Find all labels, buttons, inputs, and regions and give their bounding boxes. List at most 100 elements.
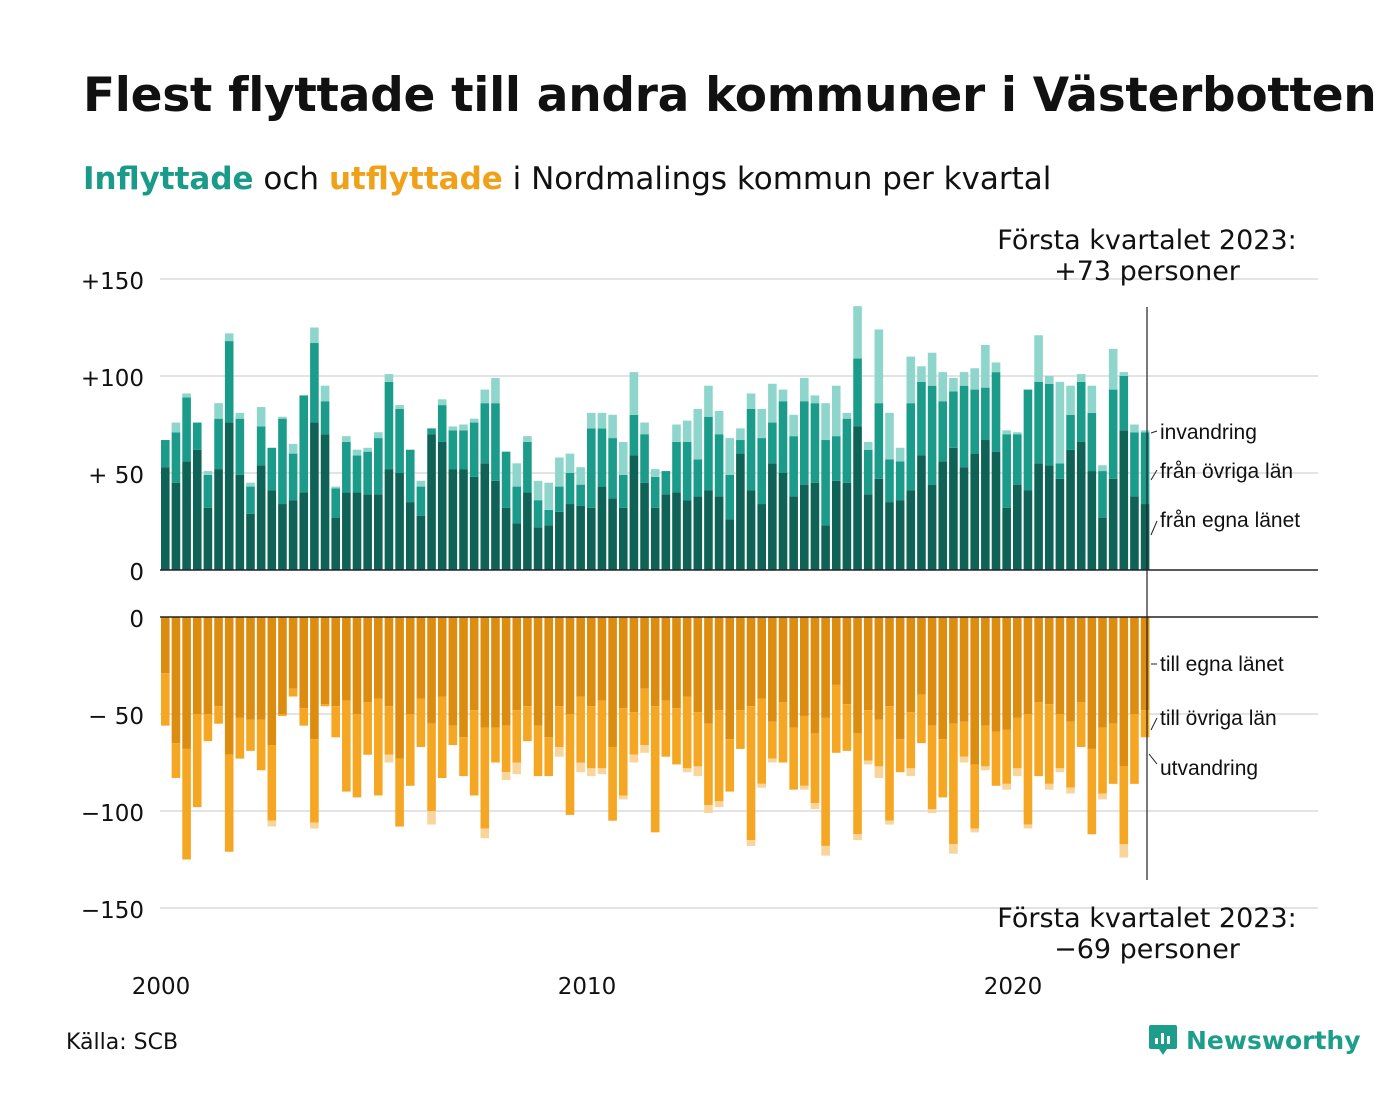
bar-in-fran-egna-lanet: [1055, 478, 1065, 570]
bar-out-till-ovriga-lan: [501, 725, 511, 773]
bar-in-fran-ovriga-lan: [1034, 381, 1043, 464]
bar-out-till-egna-lanet: [1119, 617, 1129, 767]
bar-out-till-egna-lanet: [299, 617, 309, 709]
bar-out-utvandring: [885, 820, 894, 825]
bar-out-till-ovriga-lan: [342, 700, 351, 792]
bar-in-fran-ovriga-lan: [587, 428, 596, 508]
bar-out-till-egna-lanet: [491, 617, 500, 728]
bar-in-fran-ovriga-lan: [161, 440, 170, 468]
bar-out-utvandring: [906, 768, 916, 777]
bar-out-till-ovriga-lan: [938, 739, 948, 798]
bar-in-invandring: [895, 447, 905, 462]
axis-layer: +150 +100 + 50 0 0 − 50 −100 −150 2000 2…: [81, 269, 1042, 1000]
bar-out-till-ovriga-lan: [640, 688, 649, 746]
bar-in-fran-ovriga-lan: [224, 341, 234, 423]
bar-out-till-ovriga-lan: [448, 725, 458, 746]
bottom-y-tick-100: −100: [81, 801, 144, 827]
bar-out-till-egna-lanet: [768, 617, 777, 722]
bar-out-till-egna-lanet: [949, 617, 958, 724]
bar-out-till-ovriga-lan: [331, 706, 340, 738]
bar-out-utvandring: [597, 768, 607, 775]
bar-out-till-ovriga-lan: [1066, 721, 1075, 788]
bar-in-fran-ovriga-lan: [874, 403, 884, 479]
bar-out-till-egna-lanet: [1055, 617, 1065, 714]
bar-in-invandring: [650, 469, 660, 477]
bar-out-till-ovriga-lan: [267, 745, 277, 821]
bar-out-till-egna-lanet: [863, 617, 873, 711]
bar-in-fran-ovriga-lan: [682, 441, 692, 501]
bar-in-fran-egna-lanet: [320, 434, 330, 570]
bar-out-till-ovriga-lan: [863, 710, 873, 761]
bar-in-invandring: [235, 412, 245, 419]
bar-in-fran-egna-lanet: [608, 498, 617, 570]
bar-out-till-egna-lanet: [746, 617, 756, 707]
bar-out-till-ovriga-lan: [650, 706, 660, 833]
bar-in-fran-ovriga-lan: [459, 430, 468, 470]
bar-in-fran-ovriga-lan: [650, 476, 660, 508]
bar-in-fran-egna-lanet: [949, 447, 958, 570]
bar-in-invandring: [1013, 432, 1022, 435]
bar-in-fran-ovriga-lan: [171, 432, 181, 483]
bar-in-fran-egna-lanet: [650, 507, 660, 570]
bar-in-fran-egna-lanet: [789, 496, 798, 570]
bar-out-till-ovriga-lan: [682, 696, 692, 769]
bar-out-utvandring: [1013, 768, 1022, 777]
bar-out-till-ovriga-lan: [927, 725, 937, 810]
bar-out-till-ovriga-lan: [288, 688, 298, 697]
bar-in-fran-ovriga-lan: [576, 484, 585, 506]
bar-out-till-egna-lanet: [789, 617, 798, 728]
bar-out-utvandring: [480, 828, 490, 839]
bar-out-till-ovriga-lan: [1013, 717, 1022, 769]
bar-in-fran-egna-lanet: [714, 496, 724, 570]
bar-out-till-ovriga-lan: [192, 714, 202, 808]
bar-in-fran-ovriga-lan: [331, 488, 340, 518]
bar-out-till-egna-lanet: [374, 617, 383, 699]
bar-out-till-ovriga-lan: [757, 698, 766, 784]
bar-in-fran-ovriga-lan: [448, 430, 458, 470]
bar-out-till-egna-lanet: [693, 617, 703, 713]
bar-in-fran-ovriga-lan: [480, 403, 490, 464]
bar-in-fran-egna-lanet: [395, 473, 404, 570]
bar-out-till-ovriga-lan: [256, 719, 266, 771]
bar-in-invandring: [757, 408, 766, 439]
bar-in-invandring: [885, 412, 894, 460]
bar-in-fran-ovriga-lan: [991, 372, 1001, 452]
bar-in-fran-egna-lanet: [1034, 463, 1043, 570]
bar-in-fran-egna-lanet: [1002, 507, 1011, 570]
bar-in-fran-egna-lanet: [768, 463, 777, 570]
bar-out-till-ovriga-lan: [161, 673, 170, 726]
bar-in-fran-egna-lanet: [831, 480, 841, 570]
bar-out-utvandring: [384, 754, 394, 763]
bar-in-invandring: [1066, 385, 1075, 415]
chart-title: Flest flyttade till andra kommuner i Väs…: [83, 68, 1377, 123]
bar-out-till-egna-lanet: [704, 617, 713, 724]
bar-in-fran-ovriga-lan: [800, 401, 809, 485]
bar-out-utvandring: [863, 760, 873, 765]
bar-out-till-ovriga-lan: [384, 706, 394, 755]
bar-in-fran-egna-lanet: [267, 490, 277, 570]
bar-out-till-egna-lanet: [1013, 617, 1022, 718]
bar-in-fran-ovriga-lan: [949, 391, 958, 448]
bar-in-fran-ovriga-lan: [917, 381, 926, 456]
bar-out-till-ovriga-lan: [587, 706, 596, 769]
bar-in-fran-ovriga-lan: [1076, 381, 1086, 442]
bar-out-utvandring: [640, 745, 649, 753]
chart-subtitle: Inflyttade och utflyttade i Nordmalings …: [83, 161, 1051, 197]
bar-out-till-egna-lanet: [1034, 617, 1043, 703]
bar-out-till-egna-lanet: [448, 617, 458, 726]
bar-in-fran-ovriga-lan: [1044, 383, 1054, 466]
bar-in-invandring: [448, 426, 458, 431]
bar-out-till-ovriga-lan: [224, 754, 234, 852]
bar-in-fran-egna-lanet: [203, 507, 213, 570]
bar-out-utvandring: [853, 834, 862, 841]
bar-in-fran-ovriga-lan: [885, 459, 894, 503]
bar-out-till-ovriga-lan: [1130, 714, 1139, 784]
bar-out-till-egna-lanet: [831, 617, 841, 685]
bar-in-invandring: [906, 356, 916, 404]
bar-out-till-egna-lanet: [821, 617, 830, 718]
bar-in-fran-egna-lanet: [757, 504, 766, 570]
bar-out-till-egna-lanet: [608, 617, 617, 747]
bar-out-till-ovriga-lan: [299, 708, 309, 726]
bar-out-till-ovriga-lan: [736, 710, 745, 749]
bar-in-invandring: [1044, 376, 1054, 384]
